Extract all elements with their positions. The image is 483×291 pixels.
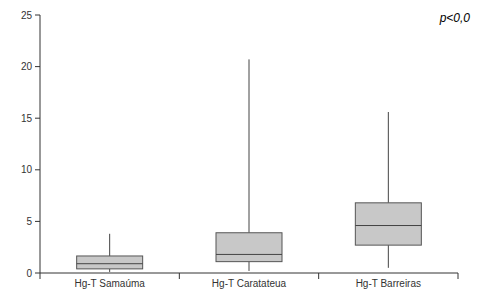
- upper-whisker: [109, 234, 110, 256]
- y-tick-label: 10: [21, 164, 33, 175]
- lower-whisker: [249, 262, 250, 271]
- x-tick-label: Hg-T Barreiras: [356, 278, 421, 289]
- box: [216, 233, 282, 262]
- median: [216, 254, 282, 255]
- chart-container: 0 5 10 15 20 25 Hg-T Samaúma Hg-T Caratateua Hg-…: [0, 0, 483, 291]
- x-band-tick: [458, 273, 459, 279]
- x-band-tick: [318, 273, 319, 279]
- upper-whisker: [388, 112, 389, 203]
- box: [77, 256, 143, 269]
- box: [355, 203, 421, 245]
- median: [77, 263, 143, 264]
- y-tick-label: 25: [21, 10, 33, 21]
- y-tick-label: 0: [26, 268, 32, 279]
- y-tick: [35, 66, 40, 67]
- median: [355, 225, 421, 226]
- y-tick: [35, 118, 40, 119]
- boxes: [77, 59, 422, 272]
- y-tick-label: 15: [21, 113, 33, 124]
- x-tick-label: Hg-T Samaúma: [74, 278, 145, 289]
- x-band-tick: [40, 273, 41, 279]
- x-band-tick: [179, 273, 180, 279]
- x-axis: [40, 273, 458, 274]
- chart-svg: 0 5 10 15 20 25 Hg-T Samaúma Hg-T Caratateua Hg-…: [0, 0, 483, 291]
- annotation: p<0,0: [439, 11, 471, 25]
- upper-whisker: [249, 59, 250, 232]
- y-tick: [35, 15, 40, 16]
- y-tick: [35, 169, 40, 170]
- y-tick-label: 20: [21, 61, 33, 72]
- x-tick-label: Hg-T Caratateua: [212, 278, 287, 289]
- lower-whisker: [388, 245, 389, 268]
- y-tick: [35, 221, 40, 222]
- y-tick-label: 5: [26, 216, 32, 227]
- y-axis: [40, 15, 41, 273]
- y-tick: [35, 273, 40, 274]
